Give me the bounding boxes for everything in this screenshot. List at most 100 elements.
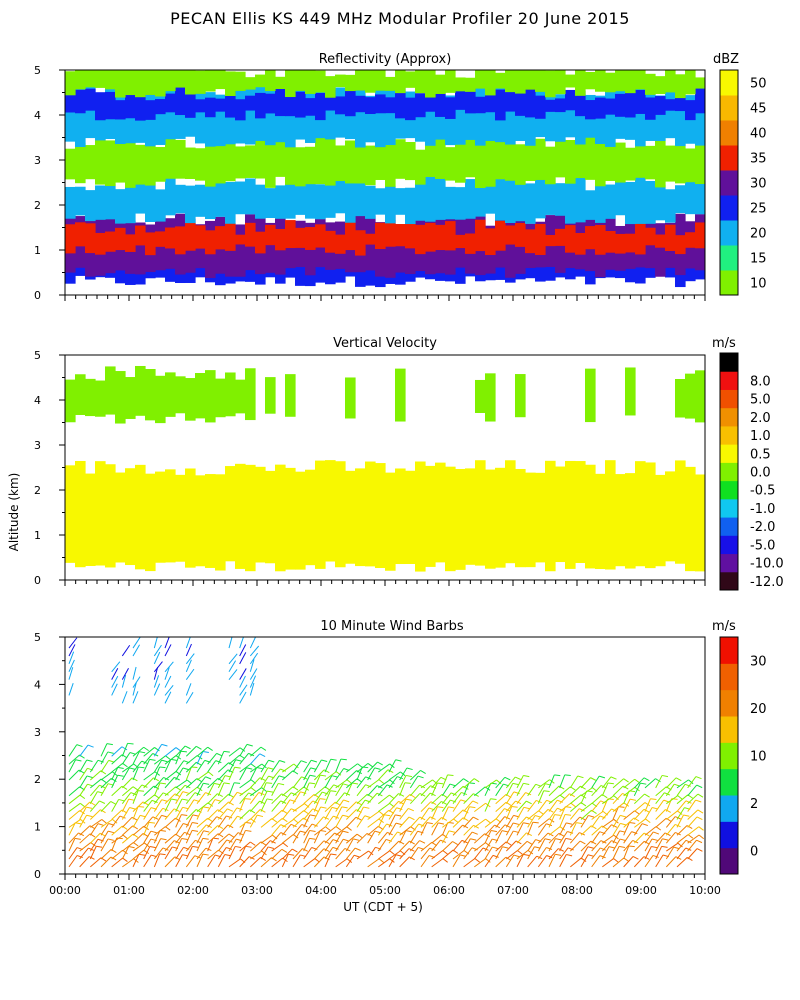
wind-barb-feather bbox=[643, 808, 650, 813]
wind-barb-feather bbox=[330, 853, 337, 856]
field-cell bbox=[635, 81, 646, 147]
wind-barb bbox=[399, 856, 410, 868]
field-cell bbox=[155, 231, 166, 247]
field-cell bbox=[525, 85, 536, 118]
field-cell bbox=[685, 466, 696, 572]
wind-barb-feather bbox=[300, 760, 307, 764]
wind-barb bbox=[228, 782, 235, 796]
wind-barb bbox=[324, 790, 331, 804]
wind-barb-feather bbox=[685, 839, 692, 844]
field-cell bbox=[75, 81, 86, 148]
y-tick-label: 4 bbox=[34, 394, 41, 407]
wind-barb bbox=[121, 667, 129, 680]
wind-barb-feather bbox=[202, 853, 209, 856]
wind-barb-feather bbox=[555, 853, 562, 856]
wind-barb-feather bbox=[117, 774, 124, 777]
field-cell bbox=[515, 180, 526, 222]
field-cell bbox=[285, 177, 296, 219]
wind-barb bbox=[356, 806, 364, 820]
wind-barb-feather bbox=[515, 840, 522, 845]
wind-barb bbox=[527, 839, 536, 852]
field-cell bbox=[105, 91, 116, 120]
wind-barb bbox=[559, 802, 572, 812]
field-cell bbox=[645, 180, 656, 224]
field-cell bbox=[265, 138, 276, 188]
wind-barb-feather bbox=[335, 771, 342, 776]
wind-barb bbox=[239, 822, 246, 836]
wind-barb-feather bbox=[181, 798, 188, 801]
wind-barb bbox=[484, 846, 493, 860]
wind-barb bbox=[601, 782, 609, 796]
wind-barb-feather bbox=[202, 837, 209, 840]
wind-barb-feather bbox=[619, 830, 626, 833]
wind-barb bbox=[420, 785, 431, 797]
wind-barb-feather bbox=[698, 826, 704, 831]
field-cell bbox=[235, 224, 246, 277]
wind-barb bbox=[634, 818, 646, 828]
wind-barb-feather bbox=[644, 840, 650, 845]
field-cell bbox=[215, 98, 226, 112]
wind-barb bbox=[548, 832, 560, 844]
x-tick-label: 09:00 bbox=[625, 884, 657, 897]
wind-barb bbox=[228, 766, 236, 781]
colorbar-label: 0.5 bbox=[750, 447, 771, 462]
field-cell bbox=[65, 465, 76, 563]
wind-barb-feather bbox=[191, 766, 198, 769]
wind-barb bbox=[175, 779, 188, 789]
wind-barb-feather bbox=[405, 830, 412, 833]
field-cell bbox=[125, 234, 136, 252]
wind-barb bbox=[378, 763, 391, 773]
wind-barb bbox=[217, 793, 229, 805]
field-cell bbox=[405, 470, 416, 564]
field-cell bbox=[355, 81, 366, 148]
wind-barb bbox=[164, 817, 176, 828]
wind-barb bbox=[303, 808, 314, 820]
wind-barb bbox=[217, 775, 226, 789]
field-cell bbox=[495, 220, 506, 251]
wind-barb-feather bbox=[197, 786, 203, 792]
wind-barb-feather bbox=[546, 847, 553, 850]
wind-barb bbox=[121, 767, 130, 781]
wind-barb bbox=[185, 643, 192, 657]
wind-barb-feather bbox=[544, 838, 551, 841]
wind-barb-feather bbox=[664, 832, 671, 837]
field-cell bbox=[595, 184, 606, 223]
field-cell bbox=[245, 95, 256, 111]
field-cell bbox=[625, 70, 636, 94]
wind-barb bbox=[89, 800, 100, 812]
wind-barb-feather bbox=[441, 817, 448, 821]
y-tick-label: 5 bbox=[34, 64, 41, 77]
wind-barb bbox=[388, 793, 399, 805]
wind-barb bbox=[313, 848, 325, 860]
wind-barb bbox=[68, 794, 81, 805]
wind-barb-feather bbox=[299, 830, 307, 834]
wind-barb bbox=[505, 783, 514, 797]
wind-barb bbox=[580, 787, 593, 797]
field-cell bbox=[245, 464, 256, 572]
wind-barb-feather bbox=[599, 855, 606, 859]
field-cell bbox=[525, 70, 536, 90]
wind-barb-feather bbox=[148, 821, 156, 824]
wind-barb bbox=[154, 826, 166, 836]
wind-barb bbox=[537, 847, 547, 860]
wind-barb bbox=[100, 856, 112, 868]
field-cell bbox=[485, 469, 496, 569]
wind-barb bbox=[633, 808, 645, 820]
wind-barb bbox=[623, 822, 630, 836]
wind-barb bbox=[111, 775, 119, 789]
field-cell bbox=[515, 222, 526, 247]
wind-barb-feather bbox=[325, 826, 331, 831]
wind-barb bbox=[452, 817, 464, 828]
wind-barb bbox=[164, 786, 177, 797]
colorbar-swatch bbox=[720, 353, 738, 372]
wind-barb bbox=[324, 815, 334, 828]
wind-barb-feather bbox=[331, 806, 338, 810]
wind-barb bbox=[292, 817, 304, 828]
wind-barb bbox=[303, 794, 315, 805]
wind-barb bbox=[623, 786, 636, 797]
field-cell bbox=[235, 379, 246, 414]
field-cell bbox=[85, 190, 96, 222]
wind-barb-feather bbox=[353, 854, 360, 858]
wind-barb bbox=[676, 825, 688, 836]
